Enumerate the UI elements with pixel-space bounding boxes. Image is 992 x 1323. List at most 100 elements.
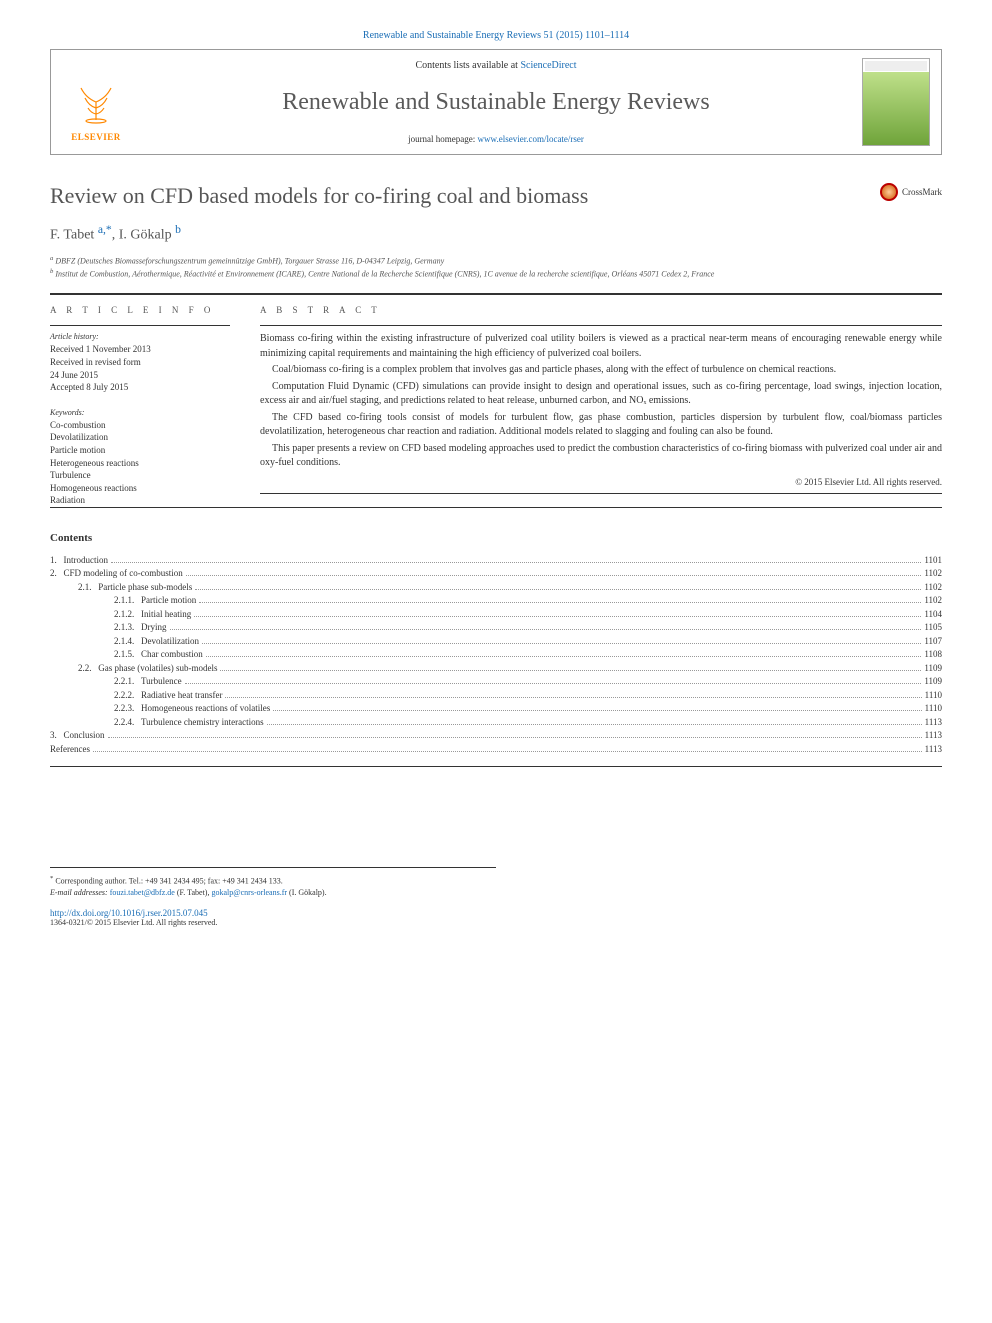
- toc-number: 1.: [50, 554, 64, 568]
- article-info-col: A R T I C L E I N F O Article history: R…: [50, 305, 230, 507]
- toc-number: 2.1.1.: [50, 594, 141, 608]
- keyword: Heterogeneous reactions: [50, 457, 230, 470]
- email-line: E-mail addresses: fouzi.tabet@dbfz.de (F…: [50, 887, 496, 898]
- toc-row: 2.1.1. Particle motion 1102: [50, 594, 942, 608]
- toc-page: 1110: [925, 702, 942, 716]
- email-link-2[interactable]: gokalp@cnrs-orleans.fr: [211, 888, 287, 897]
- toc-number: 2.1.5.: [50, 648, 141, 662]
- toc-label: References: [50, 743, 90, 757]
- email-link-1[interactable]: fouzi.tabet@dbfz.de: [110, 888, 175, 897]
- toc-leader-dots: [220, 670, 921, 671]
- toc-leader-dots: [267, 724, 922, 725]
- crossmark-icon: [880, 183, 898, 201]
- toc-page: 1105: [924, 621, 942, 635]
- toc-leader-dots: [199, 602, 921, 603]
- toc-number: 3.: [50, 729, 64, 743]
- abstract-copyright: © 2015 Elsevier Ltd. All rights reserved…: [260, 477, 942, 487]
- toc-label: Introduction: [64, 554, 109, 568]
- abstract-para: Coal/biomass co-firing is a complex prob…: [260, 363, 942, 378]
- toc-label: Conclusion: [64, 729, 105, 743]
- toc-row: 2. CFD modeling of co-combustion 1102: [50, 567, 942, 581]
- toc-page: 1109: [924, 675, 942, 689]
- authors-line: F. Tabet a,*, I. Gökalp b: [50, 223, 942, 244]
- email-who-1: (F. Tabet),: [175, 888, 212, 897]
- article-info-heading: A R T I C L E I N F O: [50, 305, 230, 315]
- toc-number: 2.2.3.: [50, 702, 141, 716]
- cover-thumb-box: [851, 50, 941, 154]
- author-1-aff[interactable]: a,: [98, 223, 106, 236]
- toc-row: 2.2.4. Turbulence chemistry interactions…: [50, 716, 942, 730]
- toc-label: Turbulence chemistry interactions: [141, 716, 264, 730]
- toc-leader-dots: [170, 629, 922, 630]
- divider: [260, 493, 942, 494]
- abstract-para: The CFD based co-firing tools consist of…: [260, 411, 942, 440]
- toc-row: 2.2.2. Radiative heat transfer 1110: [50, 689, 942, 703]
- table-of-contents: 1. Introduction 11012. CFD modeling of c…: [50, 554, 942, 757]
- toc-row: 2.2.1. Turbulence 1109: [50, 675, 942, 689]
- contents-lists-line: Contents lists available at ScienceDirec…: [141, 60, 851, 71]
- toc-number: 2.1.: [50, 581, 98, 595]
- toc-page: 1102: [924, 567, 942, 581]
- toc-row: 2.2. Gas phase (volatiles) sub-models 11…: [50, 662, 942, 676]
- history-list: Received 1 November 2013 Received in rev…: [50, 343, 230, 393]
- citation-line: Renewable and Sustainable Energy Reviews…: [50, 30, 942, 41]
- toc-page: 1110: [925, 689, 942, 703]
- history-item: Received in revised form: [50, 356, 230, 369]
- toc-number: 2.2.4.: [50, 716, 141, 730]
- toc-leader-dots: [225, 697, 921, 698]
- toc-row: 2.1.3. Drying 1105: [50, 621, 942, 635]
- homepage-line: journal homepage: www.elsevier.com/locat…: [141, 134, 851, 144]
- toc-page: 1113: [925, 729, 942, 743]
- toc-label: Char combustion: [141, 648, 203, 662]
- toc-page: 1113: [925, 743, 942, 757]
- toc-label: Gas phase (volatiles) sub-models: [98, 662, 217, 676]
- divider: [50, 325, 230, 326]
- toc-page: 1109: [924, 662, 942, 676]
- homepage-link[interactable]: www.elsevier.com/locate/rser: [478, 134, 584, 144]
- toc-page: 1108: [924, 648, 942, 662]
- toc-row: 2.1.5. Char combustion 1108: [50, 648, 942, 662]
- toc-number: 2.2.1.: [50, 675, 141, 689]
- toc-label: Particle phase sub-models: [98, 581, 192, 595]
- publisher-name: ELSEVIER: [71, 132, 121, 142]
- footnotes: * Corresponding author. Tel.: +49 341 24…: [50, 867, 496, 898]
- toc-row: 1. Introduction 1101: [50, 554, 942, 568]
- crossmark-badge[interactable]: CrossMark: [880, 183, 942, 201]
- toc-number: 2.: [50, 567, 64, 581]
- toc-row: 2.2.3. Homogeneous reactions of volatile…: [50, 702, 942, 716]
- toc-leader-dots: [108, 737, 922, 738]
- toc-page: 1107: [924, 635, 942, 649]
- sciencedirect-link[interactable]: ScienceDirect: [520, 60, 576, 71]
- toc-label: Particle motion: [141, 594, 196, 608]
- corresponding-author-note: * Corresponding author. Tel.: +49 341 24…: [50, 874, 496, 887]
- aff-a-text: DBFZ (Deutsches Biomasseforschungszentru…: [55, 256, 444, 265]
- journal-cover-thumbnail: [862, 58, 930, 146]
- author-2-aff[interactable]: b: [175, 223, 181, 236]
- toc-label: Turbulence: [141, 675, 182, 689]
- contents-heading: Contents: [50, 532, 942, 544]
- elsevier-tree-icon: [71, 80, 121, 132]
- abstract-para: Computation Fluid Dynamic (CFD) simulati…: [260, 380, 942, 409]
- toc-leader-dots: [185, 683, 922, 684]
- homepage-prefix: journal homepage:: [408, 134, 477, 144]
- author-1-corr[interactable]: *: [106, 223, 112, 236]
- toc-label: Homogeneous reactions of volatiles: [141, 702, 270, 716]
- email-who-2: (I. Gökalp).: [287, 888, 327, 897]
- crossmark-label: CrossMark: [902, 187, 942, 197]
- history-label: Article history:: [50, 332, 230, 341]
- divider: [260, 325, 942, 326]
- header-center: Contents lists available at ScienceDirec…: [141, 50, 851, 154]
- keyword: Homogeneous reactions: [50, 482, 230, 495]
- keyword: Particle motion: [50, 444, 230, 457]
- toc-page: 1101: [924, 554, 942, 568]
- keyword: Radiation: [50, 494, 230, 507]
- affiliations: a DBFZ (Deutsches Biomasseforschungszent…: [50, 254, 942, 280]
- history-item: Received 1 November 2013: [50, 343, 230, 356]
- corr-text: Corresponding author. Tel.: +49 341 2434…: [55, 877, 282, 886]
- doi-link[interactable]: http://dx.doi.org/10.1016/j.rser.2015.07…: [50, 908, 208, 918]
- toc-leader-dots: [195, 589, 921, 590]
- toc-label: CFD modeling of co-combustion: [64, 567, 183, 581]
- history-item: Accepted 8 July 2015: [50, 381, 230, 394]
- abstract-col: A B S T R A C T Biomass co-firing within…: [260, 305, 942, 507]
- abstract-text: Biomass co-firing within the existing in…: [260, 332, 942, 471]
